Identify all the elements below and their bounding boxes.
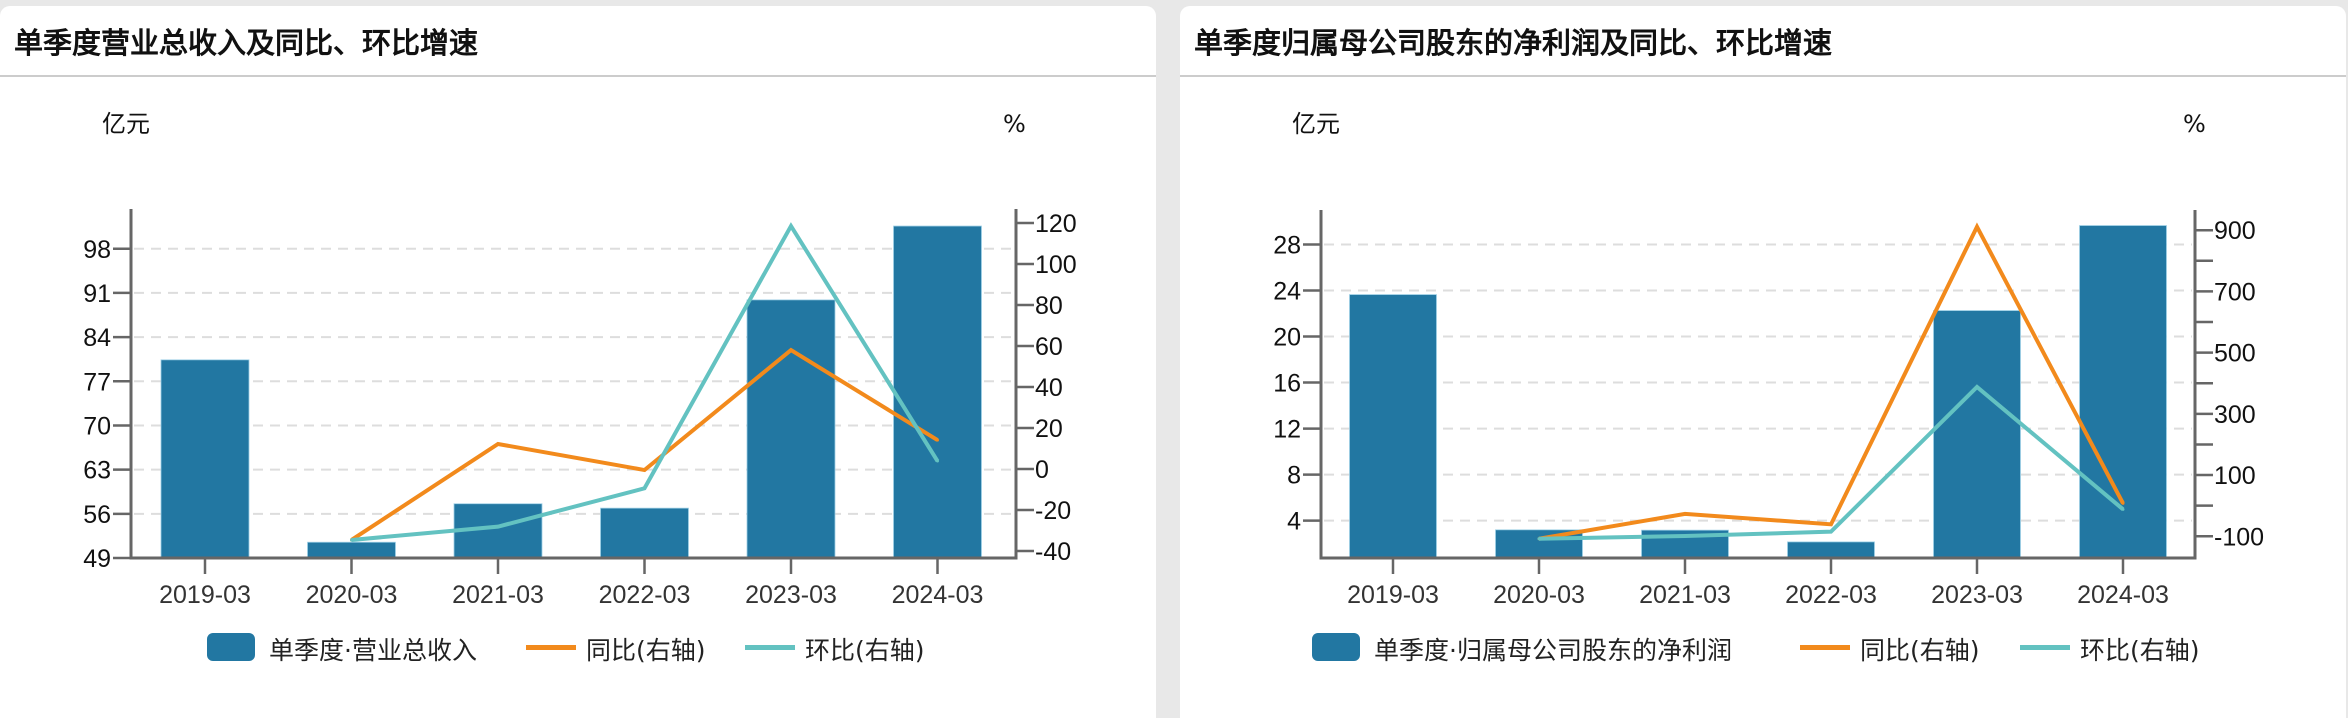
yoy-point-2023-03	[1975, 225, 1979, 229]
legend-label-yoy: 同比(右轴)	[586, 636, 706, 665]
legend-swatch-bar	[207, 633, 255, 661]
yoy-line	[1538, 222, 2125, 541]
revenue-chart-card: 单季度营业总收入及同比、环比增速 49 56 63 70 77 84 91 98 -40 -20 0…	[0, 6, 1156, 718]
yoy-point-2022-03	[1829, 522, 1833, 526]
net-profit-chart: 4 8 12 16 20 24 28 -100 100 300 500 700 900 2019-03 20…	[1273, 110, 2264, 665]
x-axis-tick-label: 2024-03	[2077, 581, 2169, 609]
yoy-point-2021-03	[1683, 512, 1687, 516]
legend-label-qoq: 环比(右轴)	[2080, 636, 2200, 665]
legend: 单季度·营业总收入 同比(右轴) 环比(右轴)	[207, 633, 925, 665]
right-axis-tick-label: -20	[1035, 497, 1071, 525]
card-header: 单季度归属母公司股东的净利润及同比、环比增速	[1180, 6, 2346, 77]
bar-2023-03	[746, 299, 836, 559]
qoq-point-2021-03	[496, 525, 500, 529]
x-axis-tick-label: 2022-03	[1785, 581, 1877, 609]
legend-swatch-yoy	[526, 645, 576, 650]
bar-2019-03	[1349, 294, 1437, 559]
right-axis-tick-label: 120	[1035, 210, 1077, 238]
x-axis-tick-label: 2024-03	[892, 581, 984, 609]
right-axis-tick-label: 700	[2214, 278, 2256, 306]
left-axis-tick-label: 20	[1273, 324, 1301, 352]
qoq-point-2023-03	[1975, 385, 1979, 389]
right-axis-tick-label: 300	[2214, 401, 2256, 429]
x-axis-tick-label: 2021-03	[1639, 581, 1731, 609]
legend-swatch-qoq	[745, 645, 795, 650]
bar-2023-03	[1933, 310, 2021, 559]
qoq-point-2024-03	[936, 459, 939, 463]
left-axis-tick-label: 91	[83, 280, 111, 308]
left-axis-tick-label: 12	[1273, 416, 1301, 444]
left-axis-tick-label: 70	[83, 412, 111, 440]
x-axis-tick-label: 2020-03	[1493, 581, 1585, 609]
right-axis-tick-label: 100	[2214, 462, 2256, 490]
legend-swatch-qoq	[2020, 645, 2070, 650]
x-axis-tick-label: 2023-03	[745, 581, 837, 609]
bar-2022-03	[1787, 541, 1875, 559]
right-axis-tick-label: -40	[1035, 538, 1071, 566]
right-axis-tick-label: 0	[1035, 456, 1049, 484]
net-profit-chart-card: 单季度归属母公司股东的净利润及同比、环比增速 4 8 12 16 20 24 28 -100 1…	[1180, 6, 2346, 718]
left-axis-tick-label: 49	[83, 545, 111, 573]
card-header: 单季度营业总收入及同比、环比增速	[0, 6, 1156, 77]
right-axis-tick-label: 500	[2214, 340, 2256, 368]
right-axis-unit: %	[2183, 110, 2206, 138]
qoq-point-2022-03	[643, 486, 646, 490]
chart-title: 单季度归属母公司股东的净利润及同比、环比增速	[1194, 25, 1833, 60]
yoy-point-2024-03	[2121, 501, 2125, 505]
right-axis-unit: %	[1003, 110, 1026, 138]
qoq-line	[351, 222, 940, 542]
left-axis-tick-label: 84	[83, 324, 111, 352]
left-axis-tick-label: 8	[1287, 462, 1301, 490]
legend: 单季度·归属母公司股东的净利润 同比(右轴) 环比(右轴)	[1312, 633, 2200, 665]
right-axis-tick-label: 20	[1035, 415, 1063, 443]
yoy-point-2021-03	[496, 442, 500, 446]
qoq-point-2022-03	[1829, 530, 1833, 534]
left-axis-tick-label: 63	[83, 457, 111, 485]
bar-2022-03	[600, 507, 689, 559]
right-axis-tick-label: 100	[1035, 251, 1077, 279]
bar-2020-03	[307, 541, 396, 559]
legend-label-yoy: 同比(右轴)	[1860, 636, 1980, 665]
yoy-point-2023-03	[789, 348, 793, 352]
left-axis-tick-label: 98	[83, 236, 111, 264]
legend-swatch-yoy	[1800, 645, 1850, 650]
legend-label-bar: 单季度·营业总收入	[269, 636, 477, 665]
left-axis-tick-label: 16	[1273, 370, 1301, 398]
qoq-point-2020-03	[1537, 537, 1541, 541]
x-axis-tick-label: 2022-03	[599, 581, 691, 609]
x-axis-tick-label: 2020-03	[306, 581, 398, 609]
revenue-chart: 49 56 63 70 77 84 91 98 -40 -20 0 20 40 60 80 100 120 201…	[83, 110, 1077, 665]
yoy-point-2024-03	[936, 438, 939, 442]
yoy-point-2022-03	[643, 468, 646, 472]
qoq-line	[1538, 384, 2125, 541]
right-axis-tick-label: 60	[1035, 333, 1063, 361]
bar-2024-03	[893, 225, 982, 559]
left-axis-tick-label: 28	[1273, 232, 1301, 260]
x-axis-tick-label: 2019-03	[1347, 581, 1439, 609]
qoq-point-2023-03	[789, 224, 793, 228]
left-axis-tick-label: 77	[83, 368, 111, 396]
left-axis-unit: 亿元	[102, 110, 150, 138]
left-axis-tick-label: 4	[1287, 508, 1301, 536]
x-axis-tick-label: 2021-03	[452, 581, 544, 609]
legend-label-qoq: 环比(右轴)	[805, 636, 925, 665]
qoq-point-2024-03	[2121, 507, 2125, 511]
left-axis-tick-label: 56	[83, 501, 111, 529]
left-axis-unit: 亿元	[1292, 110, 1340, 138]
left-axis-tick-label: 24	[1273, 278, 1301, 306]
qoq-point-2021-03	[1683, 534, 1687, 538]
qoq-point-2020-03	[350, 538, 353, 542]
chart-title: 单季度营业总收入及同比、环比增速	[14, 25, 479, 60]
legend-swatch-bar	[1312, 633, 1360, 661]
x-axis-tick-label: 2019-03	[159, 581, 251, 609]
right-axis-tick-label: -100	[2214, 523, 2264, 551]
right-axis-tick-label: 40	[1035, 374, 1063, 402]
right-axis-tick-label: 900	[2214, 217, 2256, 245]
x-axis-tick-label: 2023-03	[1931, 581, 2023, 609]
right-axis-tick-label: 80	[1035, 292, 1063, 320]
legend-label-bar: 单季度·归属母公司股东的净利润	[1374, 636, 1732, 665]
bar-2019-03	[160, 359, 250, 559]
